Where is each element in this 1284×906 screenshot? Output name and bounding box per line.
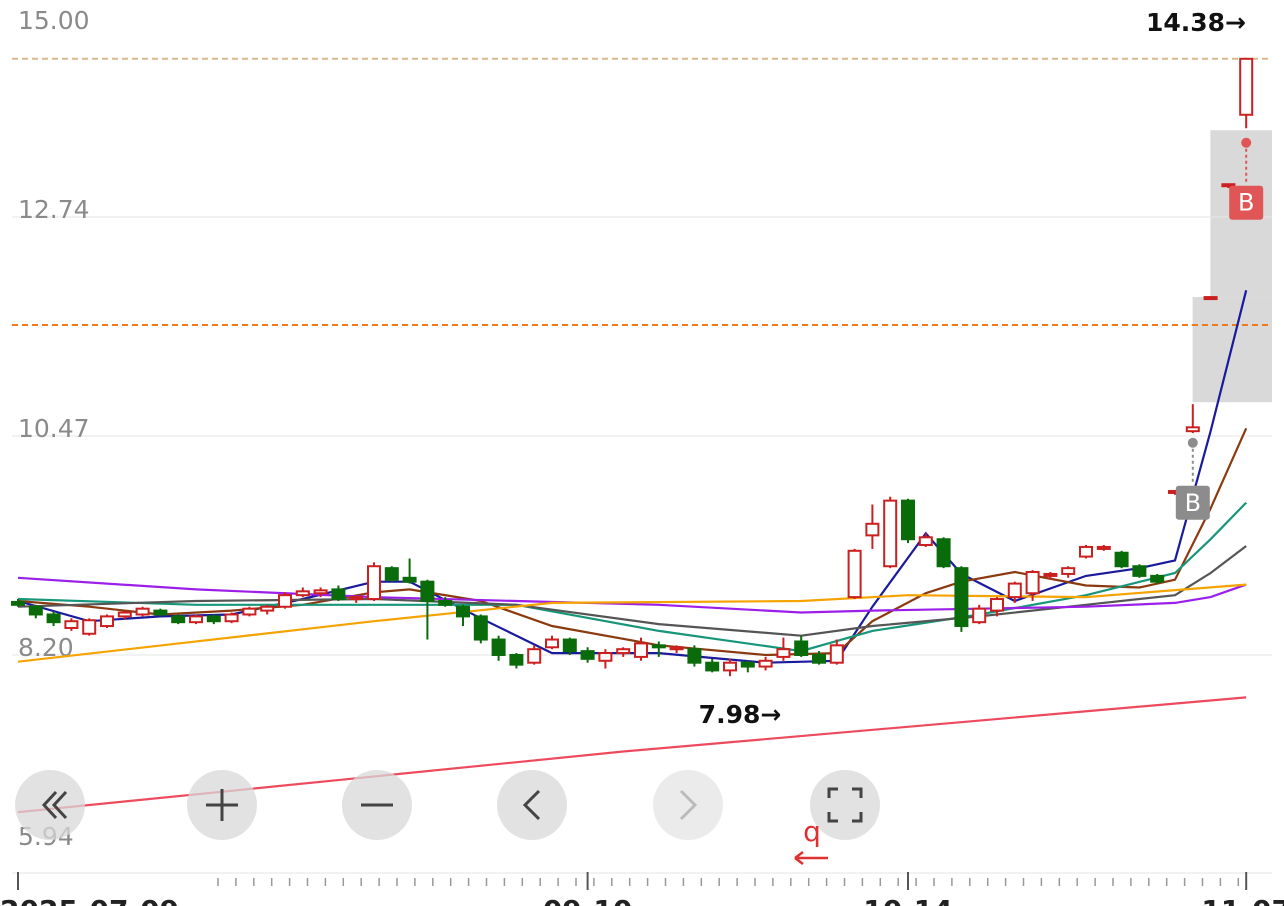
candle-body xyxy=(883,499,898,568)
candle-body xyxy=(1025,571,1040,595)
candle-body xyxy=(1114,551,1129,568)
candle-body xyxy=(651,644,666,649)
candle-body xyxy=(616,648,631,655)
candle-body xyxy=(82,619,97,635)
cursor-label: q xyxy=(803,815,821,848)
candle-body xyxy=(331,588,346,601)
candle-body xyxy=(954,567,969,628)
candle-body xyxy=(438,599,453,606)
candle-body xyxy=(1203,296,1218,301)
candle-body xyxy=(598,652,613,662)
candle-body xyxy=(1239,57,1254,116)
x-tick-label: 10-14 xyxy=(863,894,953,906)
y-tick-label: 12.74 xyxy=(18,195,90,224)
candle-body xyxy=(1185,426,1200,433)
candle-body xyxy=(117,611,132,618)
signal-label: B xyxy=(1185,489,1201,517)
candle-body xyxy=(384,567,399,581)
candle-body xyxy=(1079,545,1093,558)
candle-body xyxy=(758,659,773,668)
candle-body xyxy=(580,650,595,660)
candle-body xyxy=(847,549,862,599)
candle-body xyxy=(812,653,826,664)
candle-body xyxy=(669,646,684,651)
zoom-in-button[interactable] xyxy=(187,770,257,840)
candle-body xyxy=(135,607,150,616)
candle-body xyxy=(509,653,524,666)
candle-body xyxy=(687,648,702,664)
ma-line xyxy=(17,583,1247,663)
candle-body xyxy=(349,596,364,601)
candle-body xyxy=(1007,582,1022,599)
ma-line xyxy=(17,576,1247,614)
candle-body xyxy=(313,589,328,595)
candle-body xyxy=(278,594,292,608)
price-annotation: 14.38→ xyxy=(1146,8,1246,37)
candle-body xyxy=(473,615,488,641)
candle-body xyxy=(705,661,720,672)
candle-body xyxy=(794,640,809,656)
candle-body xyxy=(1221,183,1236,188)
candle-body xyxy=(46,613,61,624)
zoom-out-button[interactable] xyxy=(342,770,412,840)
candle-body xyxy=(936,538,951,568)
fullscreen-button[interactable] xyxy=(810,770,880,840)
candle-body xyxy=(1043,572,1058,577)
candle-body xyxy=(295,590,310,597)
cursor-arrow xyxy=(794,851,828,865)
candle-body xyxy=(562,638,577,653)
candle-body xyxy=(224,613,239,623)
next-button[interactable] xyxy=(653,770,723,840)
candle-body xyxy=(1096,545,1111,550)
candle-body xyxy=(491,638,506,656)
price-annotation: 7.98→ xyxy=(699,700,782,729)
candle-body xyxy=(260,605,275,612)
signal-label: B xyxy=(1238,189,1254,217)
candle-body xyxy=(1132,565,1147,577)
signal-box xyxy=(1229,185,1264,220)
ma-line xyxy=(17,501,1247,653)
candle-body xyxy=(1150,574,1165,583)
x-tick-label: 11-07 xyxy=(1201,894,1284,906)
candle-body xyxy=(171,615,186,624)
zoom-all-button[interactable] xyxy=(15,770,85,840)
candle-body xyxy=(206,615,221,623)
candle-body xyxy=(634,642,648,658)
y-tick-label: 15.00 xyxy=(18,6,90,35)
y-tick-label: 10.47 xyxy=(18,414,90,443)
candle-body xyxy=(402,576,417,583)
candle-body xyxy=(11,600,25,606)
candle-body xyxy=(545,638,559,649)
candle-body xyxy=(189,615,203,624)
candle-body xyxy=(64,620,79,629)
candle-body xyxy=(367,565,381,601)
candle-body xyxy=(420,580,435,602)
candle-body xyxy=(1061,567,1076,575)
candle-body xyxy=(242,607,257,616)
candle-body xyxy=(829,644,844,664)
prev-button[interactable] xyxy=(497,770,567,840)
candle-body xyxy=(901,499,915,541)
candle-body xyxy=(100,615,114,628)
candle-body xyxy=(972,607,987,624)
candle-body xyxy=(456,605,470,618)
candle-body xyxy=(723,661,737,672)
x-tick-label: 2025-07-09 xyxy=(0,894,179,906)
candle-body xyxy=(918,536,933,547)
signal-box xyxy=(1175,485,1210,520)
candle-body xyxy=(740,661,755,668)
candle-body xyxy=(28,605,43,616)
candle-body xyxy=(990,598,1004,612)
toolbar: q xyxy=(15,770,880,865)
candle-body xyxy=(527,648,542,664)
candle-body xyxy=(153,609,168,616)
candle-body xyxy=(865,522,880,537)
candle-body xyxy=(776,648,791,658)
x-tick-label: 09-10 xyxy=(543,894,633,906)
